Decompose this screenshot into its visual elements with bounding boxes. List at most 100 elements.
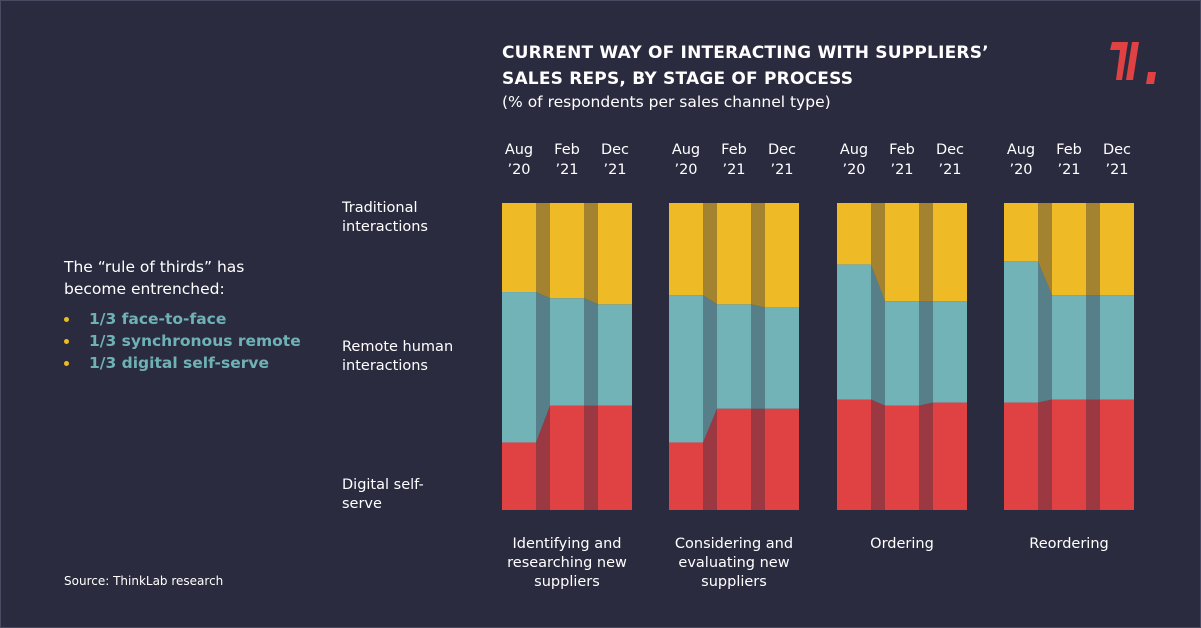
period-label: Feb (1056, 142, 1082, 158)
bullet-text: 1/3 synchronous remote (89, 332, 301, 350)
source-note: Source: ThinkLab research (64, 574, 224, 588)
bullet-text: 1/3 digital self-serve (89, 354, 269, 372)
bar-segment-traditional (765, 203, 799, 308)
connector-band-digital (703, 408, 717, 510)
bar-segment-traditional (550, 203, 584, 299)
row-label-traditional: Traditional interactions (342, 200, 428, 235)
brand-logo-icon (1110, 42, 1156, 84)
bar-segment-digital (598, 405, 632, 510)
period-label: Aug (840, 142, 868, 158)
period-label: ’20 (674, 162, 697, 178)
connector-band-remote (919, 301, 933, 406)
bar-segment-remote (1004, 261, 1038, 403)
bar-segment-digital (502, 442, 536, 510)
chart-subtitle: (% of respondents per sales channel type… (502, 93, 831, 111)
stage-label: Considering and (675, 536, 793, 552)
period-label: Aug (1007, 142, 1035, 158)
bar-segment-digital (765, 408, 799, 510)
connector-band-digital (584, 405, 598, 510)
bar-segment-traditional (885, 203, 919, 302)
bar-segment-remote (598, 304, 632, 406)
bar-segment-digital (717, 408, 751, 510)
connector-band-remote (1086, 295, 1100, 400)
bar-segment-remote (550, 298, 584, 406)
bar-segment-digital (669, 442, 703, 510)
bar-segment-digital (1052, 399, 1086, 510)
connector-band-traditional (871, 203, 885, 302)
connector-band-traditional (1038, 203, 1052, 296)
bar-segment-digital (1100, 399, 1134, 510)
bullet-item: 1/3 face-to-face (64, 308, 301, 330)
bar-segment-remote (837, 264, 871, 400)
period-label: ’21 (938, 162, 961, 178)
bullet-dot-icon (64, 361, 69, 366)
period-label: ’21 (890, 162, 913, 178)
bar-segment-digital (550, 405, 584, 510)
bullet-item: 1/3 digital self-serve (64, 352, 301, 374)
bar-segment-traditional (598, 203, 632, 305)
chart-title-line-1: CURRENT WAY OF INTERACTING WITH SUPPLIER… (502, 43, 989, 63)
period-label: Feb (889, 142, 915, 158)
chart-title: CURRENT WAY OF INTERACTING WITH SUPPLIER… (502, 40, 989, 92)
connector-band-remote (1038, 261, 1052, 403)
connector-band-digital (1086, 399, 1100, 510)
bar-segment-digital (837, 399, 871, 510)
period-label: ’20 (842, 162, 865, 178)
stage-label: researching new (507, 555, 627, 571)
bar-segment-traditional (1004, 203, 1038, 262)
row-label-digital: Digital self-serve (342, 477, 424, 512)
rule-of-thirds-heading: The “rule of thirds” has become entrench… (64, 258, 245, 298)
bar-segment-remote (669, 295, 703, 443)
bar-segment-traditional (502, 203, 536, 293)
stage-label: Identifying and (512, 536, 621, 552)
chart-title-line-2: SALES REPS, BY STAGE OF PROCESS (502, 69, 854, 89)
period-label: ’21 (770, 162, 793, 178)
period-label: ’21 (722, 162, 745, 178)
period-label: Dec (1103, 142, 1131, 158)
period-label: Dec (768, 142, 796, 158)
bar-segment-remote (1052, 295, 1086, 400)
bar-segment-digital (1004, 402, 1038, 510)
stage-label: Reordering (1029, 536, 1108, 552)
bar-segment-remote (933, 301, 967, 403)
bar-segment-digital (933, 402, 967, 510)
period-label: ’21 (555, 162, 578, 178)
bar-segment-traditional (669, 203, 703, 296)
period-label: ’21 (603, 162, 626, 178)
connector-band-digital (871, 399, 885, 510)
bullet-dot-icon (64, 317, 69, 322)
bar-segment-traditional (717, 203, 751, 305)
connector-band-remote (751, 304, 765, 409)
row-label-remote: Remote human interactions (342, 339, 454, 374)
bar-segment-remote (765, 307, 799, 409)
bar-segment-traditional (933, 203, 967, 302)
period-label: ’21 (1057, 162, 1080, 178)
connector-band-traditional (1086, 203, 1100, 296)
period-label: Dec (601, 142, 629, 158)
period-label: Dec (936, 142, 964, 158)
rule-of-thirds-list: 1/3 face-to-face 1/3 synchronous remote … (64, 308, 301, 374)
connector-band-traditional (751, 203, 765, 308)
period-label: Feb (721, 142, 747, 158)
connector-band-digital (536, 405, 550, 510)
bar-segment-digital (885, 405, 919, 510)
period-label: Aug (505, 142, 533, 158)
bullet-dot-icon (64, 339, 69, 344)
bar-segment-traditional (1052, 203, 1086, 296)
period-label: ’21 (1105, 162, 1128, 178)
bar-segment-remote (885, 301, 919, 406)
bar-segment-remote (502, 292, 536, 443)
period-label: Aug (672, 142, 700, 158)
connector-band-remote (536, 292, 550, 443)
bar-segment-traditional (1100, 203, 1134, 296)
bar-segment-remote (1100, 295, 1134, 400)
connector-band-traditional (919, 203, 933, 302)
connector-band-traditional (703, 203, 717, 305)
bar-segment-remote (717, 304, 751, 409)
connector-band-remote (871, 264, 885, 406)
connector-band-remote (584, 298, 598, 406)
bullet-text: 1/3 face-to-face (89, 310, 227, 328)
connector-band-digital (751, 408, 765, 510)
connector-band-digital (919, 402, 933, 510)
